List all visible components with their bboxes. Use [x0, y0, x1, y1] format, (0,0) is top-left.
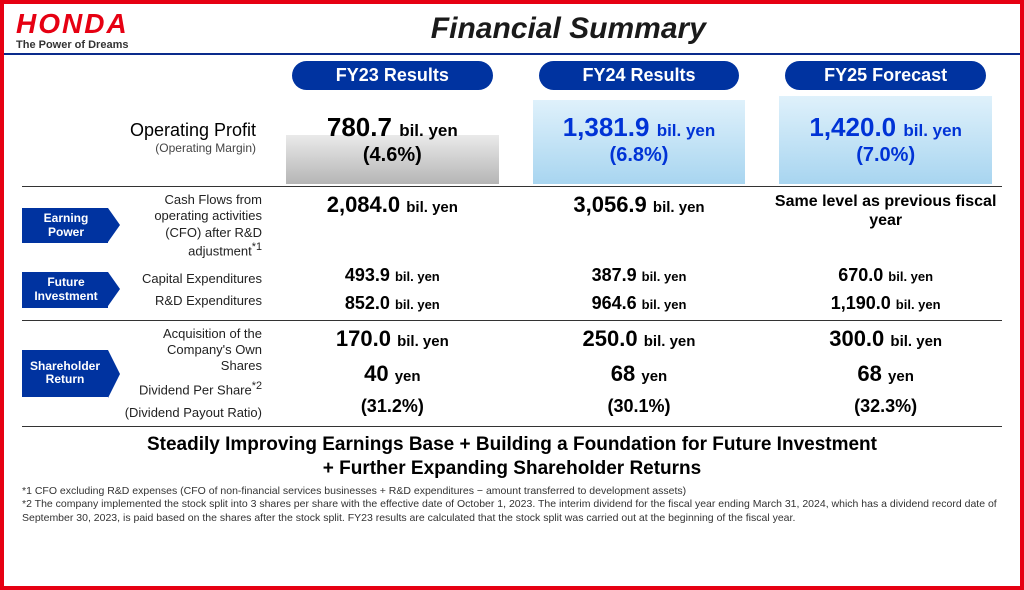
op-margin-fy23: (4.6%) [363, 144, 422, 167]
label-rnd: R&D Expenditures [114, 293, 262, 309]
op-bar-fy25: 1,420.0 bil. yen (7.0%) [779, 96, 992, 184]
dps-fy25: 68 yen [769, 358, 1002, 393]
label-dps: Dividend Per Share*2 [114, 380, 262, 399]
footnote-2: *2 The company implemented the stock spl… [22, 498, 1002, 525]
flag-future-investment: FutureInvestment [22, 272, 108, 308]
divider-3 [22, 426, 1002, 427]
capex-fy25: 670.0 bil. yen [769, 262, 1002, 290]
col-header-fy24: FY24 Results [539, 61, 740, 90]
summary-text: Steadily Improving Earnings Base + Build… [22, 433, 1002, 481]
op-bar-fy23: 780.7 bil. yen (4.6%) [286, 96, 499, 184]
op-value-fy25: 1,420.0 bil. yen [809, 113, 962, 142]
op-value-fy24: 1,381.9 bil. yen [563, 113, 716, 142]
header: HONDA The Power of Dreams Financial Summ… [4, 4, 1020, 55]
cfo-fy25: Same level as previous fiscal year [769, 189, 1002, 262]
row-cfo: EarningPower Cash Flows from operating a… [22, 189, 262, 262]
payout-fy24: (30.1%) [523, 393, 756, 424]
tagline: The Power of Dreams [16, 40, 129, 51]
buyback-fy23: 170.0 bil. yen [276, 323, 509, 358]
summary-line2: + Further Expanding Shareholder Returns [22, 457, 1002, 481]
capex-fy23: 493.9 bil. yen [276, 262, 509, 290]
capex-fy24: 387.9 bil. yen [523, 262, 756, 290]
payout-fy23: (31.2%) [276, 393, 509, 424]
rnd-fy25: 1,190.0 bil. yen [769, 290, 1002, 318]
label-buyback: Acquisition of the Company's Own Shares [114, 326, 262, 375]
buyback-fy25: 300.0 bil. yen [769, 323, 1002, 358]
op-bar-fy24: 1,381.9 bil. yen (6.8%) [533, 96, 746, 184]
dps-fy23: 40 yen [276, 358, 509, 393]
data-grid: FY23 Results FY24 Results FY25 Forecast … [22, 59, 1002, 429]
cfo-fy24: 3,056.9 bil. yen [523, 189, 756, 262]
divider-1 [22, 186, 1002, 187]
label-cfo: Cash Flows from operating activities (CF… [114, 192, 262, 259]
content: FY23 Results FY24 Results FY25 Forecast … [4, 55, 1020, 481]
op-margin-fy25: (7.0%) [856, 144, 915, 167]
footnotes: *1 CFO excluding R&D expenses (CFO of no… [4, 485, 1020, 526]
rnd-fy24: 964.6 bil. yen [523, 290, 756, 318]
footnote-1: *1 CFO excluding R&D expenses (CFO of no… [22, 485, 1002, 499]
payout-fy25: (32.3%) [769, 393, 1002, 424]
label-payout: (Dividend Payout Ratio) [114, 405, 262, 421]
op-label-sub: (Operating Margin) [22, 141, 256, 155]
buyback-fy24: 250.0 bil. yen [523, 323, 756, 358]
honda-logo: HONDA [16, 10, 129, 38]
summary-line1: Steadily Improving Earnings Base + Build… [22, 433, 1002, 457]
dps-fy24: 68 yen [523, 358, 756, 393]
op-label-main: Operating Profit [22, 120, 256, 141]
op-value-fy23: 780.7 bil. yen [327, 113, 458, 142]
row-shareholder-return: ShareholderReturn Acquisition of the Com… [22, 323, 262, 425]
page-title: Financial Summary [129, 12, 1008, 46]
row-future-investment: FutureInvestment Capital Expenditures R&… [22, 262, 262, 317]
flag-shareholder-return: ShareholderReturn [22, 350, 108, 398]
col-header-fy23: FY23 Results [292, 61, 493, 90]
op-margin-fy24: (6.8%) [610, 144, 669, 167]
col-header-fy25: FY25 Forecast [785, 61, 986, 90]
rnd-fy23: 852.0 bil. yen [276, 290, 509, 318]
operating-profit-label: Operating Profit (Operating Margin) [22, 120, 262, 184]
divider-2 [22, 320, 1002, 321]
flag-earning-power: EarningPower [22, 208, 108, 244]
cfo-fy23: 2,084.0 bil. yen [276, 189, 509, 262]
logo-block: HONDA The Power of Dreams [16, 10, 129, 51]
label-capex: Capital Expenditures [114, 271, 262, 287]
